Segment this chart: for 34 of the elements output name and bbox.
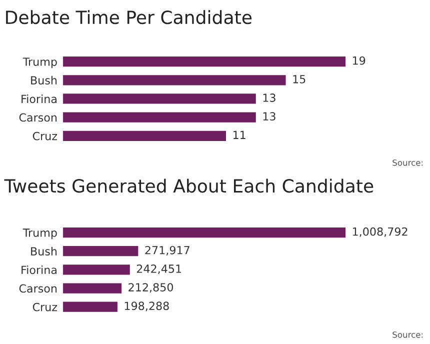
data-label: 1,008,792: [352, 227, 408, 237]
data-label: 212,850: [128, 283, 174, 293]
data-label: 13: [263, 112, 276, 121]
source-note: Source:: [392, 160, 423, 166]
y-tick-label: Cruz: [32, 132, 58, 140]
bar: [62, 300, 119, 314]
bar: [62, 129, 228, 142]
y-tick-label: Fiorina: [22, 94, 56, 104]
bar: [62, 55, 347, 68]
bar: [62, 282, 123, 295]
y-tick-label: Trump: [22, 228, 57, 240]
bar: [62, 263, 132, 276]
bar: [62, 110, 258, 124]
y-tick-label: Fiorina: [22, 265, 56, 274]
y-tick-label: Bush: [31, 246, 57, 256]
bar: [62, 74, 288, 87]
y-tick-label: Carson: [19, 284, 57, 293]
data-label: 242,451: [136, 264, 182, 274]
data-label: 15: [293, 75, 306, 84]
chart-title: Debate Time Per Candidate: [6, 10, 252, 24]
data-label: 198,288: [124, 302, 169, 312]
data-label: 13: [263, 94, 276, 102]
y-tick-label: Carson: [19, 113, 57, 122]
chart-title: Tweets Generated About Each Candidate: [4, 178, 374, 193]
y-tick-label: Cruz: [32, 302, 58, 312]
y-tick-label: Trump: [22, 58, 57, 68]
y-tick-label: Bush: [31, 76, 57, 85]
data-label: 11: [233, 130, 246, 139]
bar: [62, 226, 347, 239]
data-label: 271,917: [145, 246, 190, 256]
source-note: Source:: [392, 332, 423, 338]
bar: [62, 92, 258, 106]
bar: [62, 244, 140, 258]
data-label: 19: [352, 56, 366, 65]
